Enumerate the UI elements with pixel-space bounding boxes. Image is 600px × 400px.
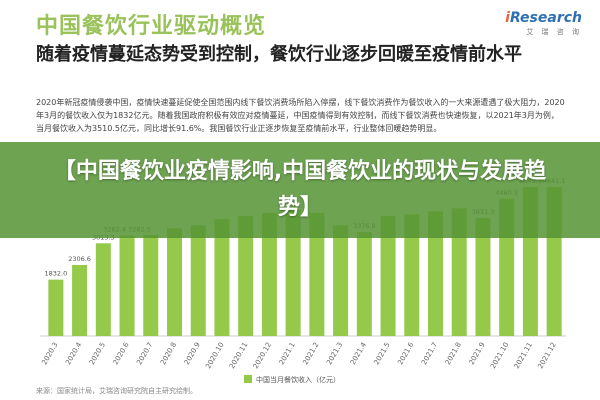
x-tick-2021.12: 2021.12 (536, 341, 557, 370)
bar-2020.3 (48, 279, 64, 336)
headline: 随着疫情蔓延态势受到控制，餐饮行业逐步回暖至疫情前水平 (36, 44, 522, 65)
bar-2021.1 (285, 209, 301, 336)
page-title: 中国餐饮行业驱动概览 (36, 14, 267, 39)
bar-2021.6 (404, 214, 420, 336)
x-tick-2020.10: 2020.10 (204, 341, 225, 370)
body-paragraph: 2020年新冠疫情侵袭中国，疫情快速蔓延促使全国范围内线下餐饮消费场所陷入停摆，… (36, 98, 565, 133)
bar-label-2020.4: 2306.6 (68, 255, 91, 263)
bar-2020.11 (238, 216, 254, 336)
x-tick-2021.9: 2021.9 (468, 341, 487, 366)
x-tick-2020.4: 2020.4 (64, 341, 83, 367)
bar-2021.7 (428, 211, 443, 336)
bar-label-2020.3: 1832.0 (44, 270, 67, 278)
brand-name: iResearch (505, 10, 582, 26)
x-tick-2020.7: 2020.7 (135, 341, 154, 366)
x-tick-2021.11: 2021.11 (513, 341, 534, 370)
brand-logo: iResearch 艾 瑞 咨 询 (505, 10, 582, 37)
x-tick-2021.7: 2021.7 (420, 341, 439, 366)
legend-swatch (244, 375, 252, 383)
x-tick-2020.11: 2020.11 (228, 341, 249, 370)
bar-2021.8 (451, 208, 467, 336)
bar-2020.5 (95, 243, 111, 336)
bar-2020.8 (167, 228, 182, 336)
bar-2020.12 (261, 212, 277, 336)
x-tick-2020.8: 2020.8 (159, 341, 178, 366)
x-tick-2020.9: 2020.9 (183, 341, 202, 366)
x-tick-2020.3: 2020.3 (40, 341, 59, 366)
x-tick-2021.3: 2021.3 (325, 341, 344, 366)
banner-text: 【中国餐饮业疫情影响,中国餐饮业的现状与发展趋势】 (53, 159, 547, 220)
bar-2021.5 (380, 216, 396, 336)
bar-2021.3 (333, 225, 349, 336)
x-tick-2021.4: 2021.4 (349, 341, 368, 367)
x-tick-2020.6: 2020.6 (112, 341, 131, 367)
x-tick-2021.2: 2021.2 (301, 341, 320, 366)
title-banner: 【中国餐饮业疫情影响,中国餐饮业的现状与发展趋势】 (0, 142, 600, 238)
brand-subtitle: 艾 瑞 咨 询 (526, 28, 582, 36)
bar-2020.7 (143, 235, 159, 336)
x-tick-2020.12: 2020.12 (252, 341, 273, 370)
x-tick-2020.5: 2020.5 (88, 341, 107, 366)
bar-2021.9 (475, 218, 491, 336)
bar-2021.2 (309, 212, 325, 336)
bar-2020.4 (72, 265, 88, 336)
x-tick-2021.8: 2021.8 (444, 341, 463, 366)
bar-2020.10 (214, 219, 230, 336)
x-tick-2021.1: 2021.1 (278, 341, 297, 366)
source-note: 来源：国家统计局，艾瑞咨询研究院自主研究绘制。 (36, 387, 197, 395)
bar-2021.4 (356, 232, 372, 336)
x-tick-2021.10: 2021.10 (489, 341, 510, 370)
legend-label: 中国当月餐饮收入（亿元） (256, 375, 340, 384)
bar-2020.6 (119, 235, 135, 336)
x-tick-2021.6: 2021.6 (396, 341, 415, 367)
x-tick-2021.5: 2021.5 (373, 341, 392, 366)
bar-2020.9 (190, 225, 206, 336)
